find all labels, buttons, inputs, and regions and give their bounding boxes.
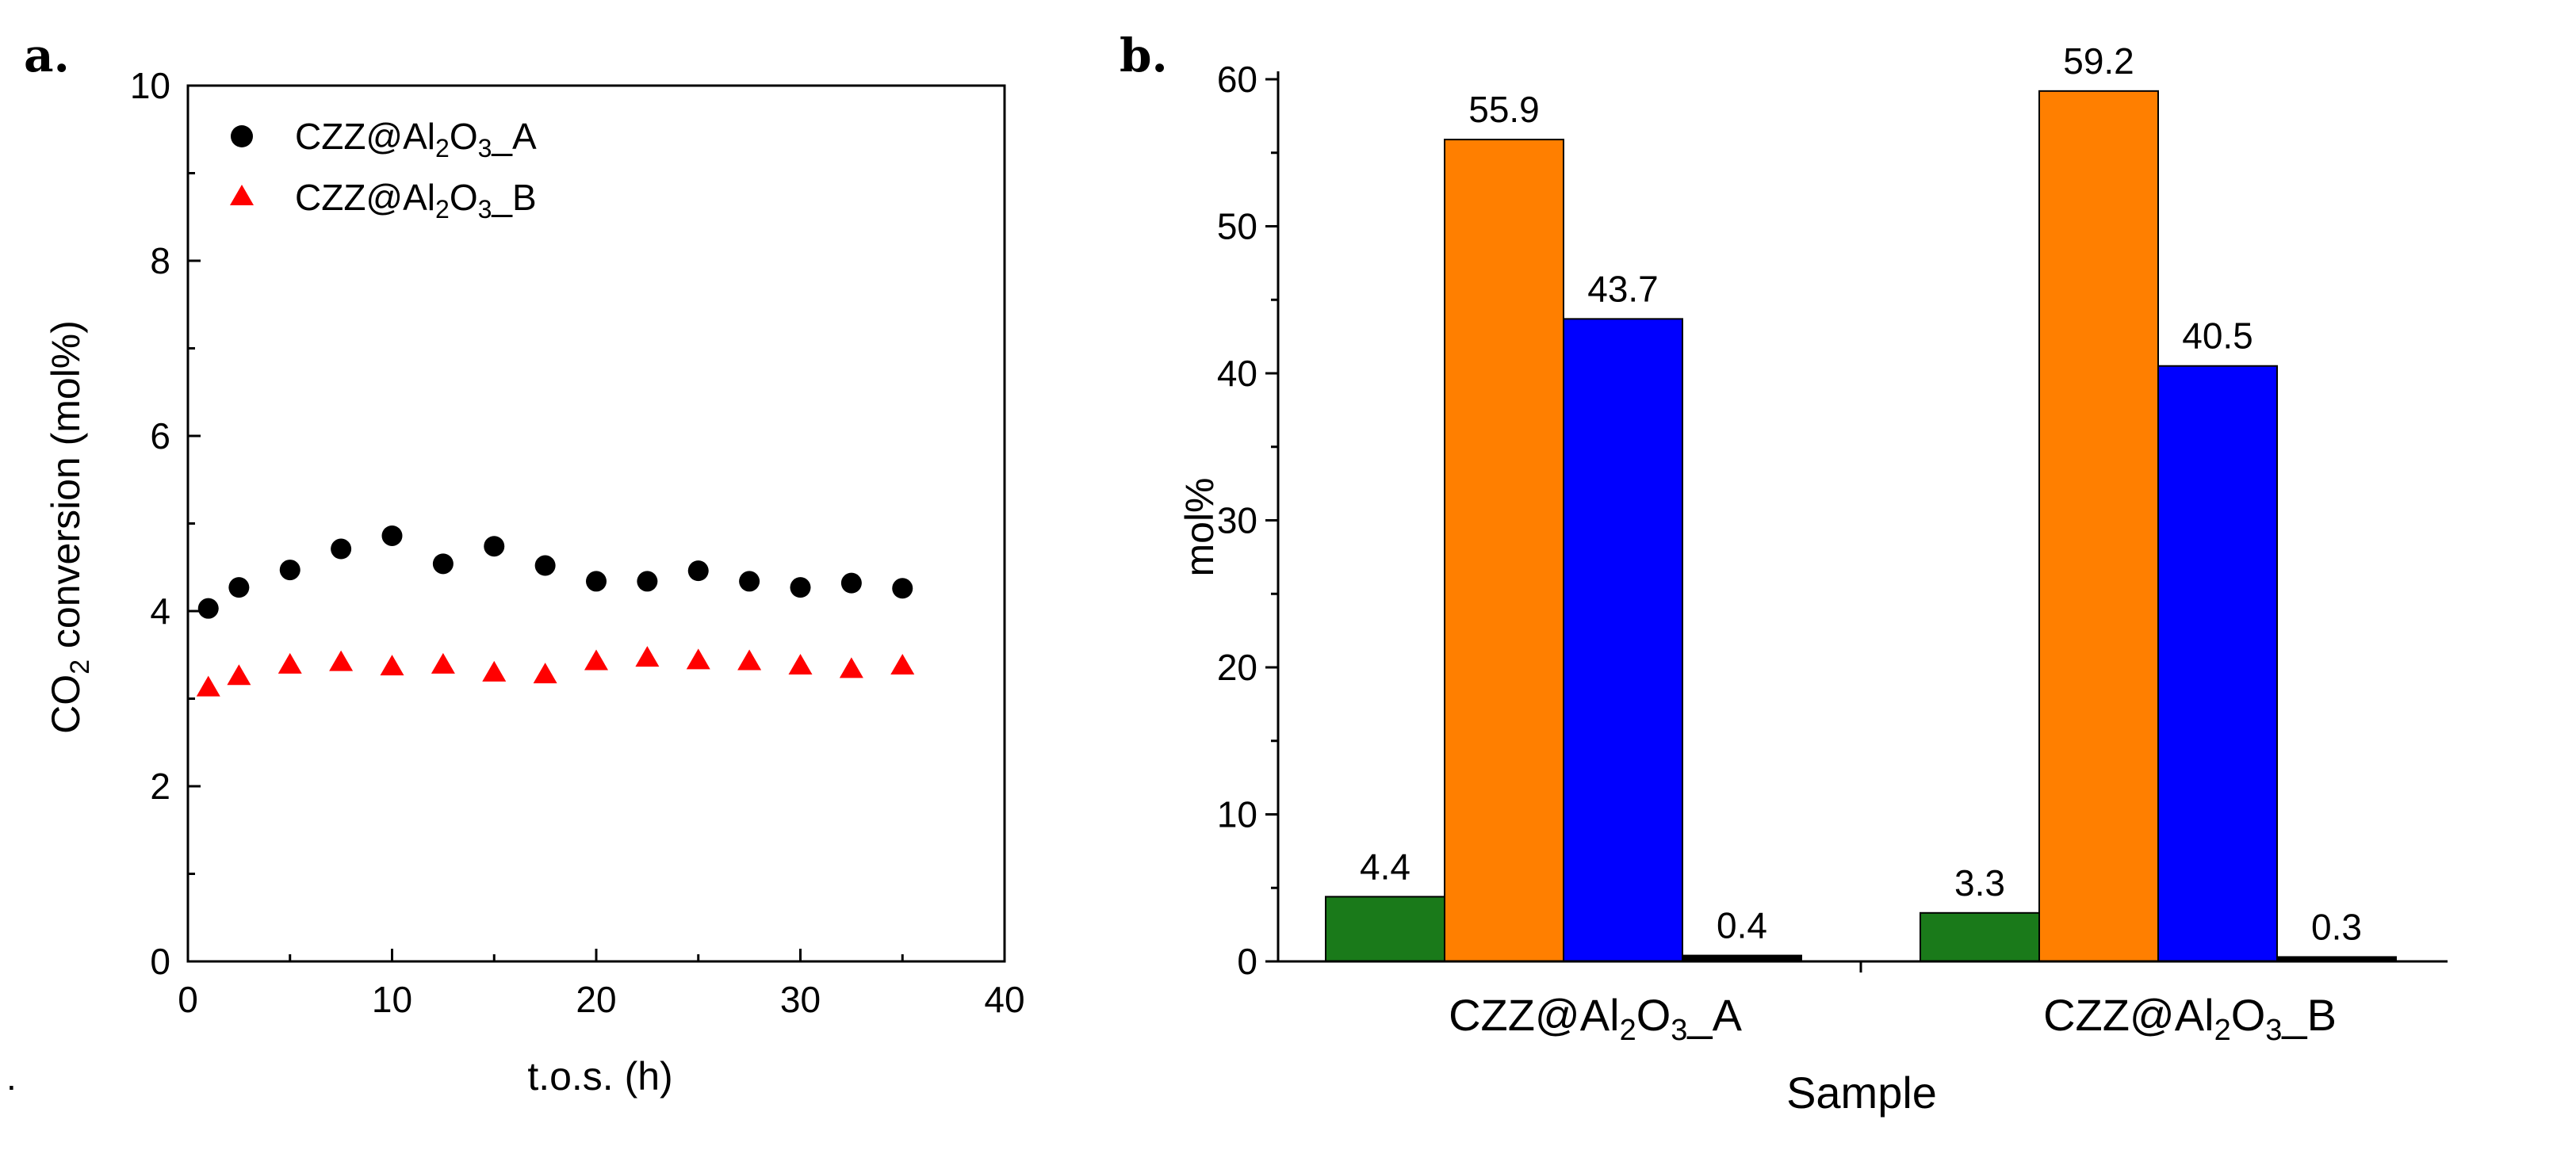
x-tick-label: 0 [178, 979, 198, 1020]
panel-a-points [196, 525, 915, 697]
panel-a-legend: CZZ@Al2O3_A CZZ@Al2O3_B [230, 116, 537, 224]
panel-b-ticks: 0 10 20 30 40 50 60 [1217, 59, 1278, 982]
data-point-triangle [788, 654, 813, 675]
bar-value-label: 3.3 [1954, 862, 2005, 904]
y-tick-label: 30 [1217, 500, 1257, 541]
data-point-triangle [635, 646, 660, 667]
bar [1444, 139, 1564, 962]
panel-b-axes [1277, 71, 2448, 972]
bar-value-label: 59.2 [2063, 40, 2134, 82]
panel-b-bars: 4.4 55.9 43.7 0.4 3.3 59.2 40.5 0.3 [1325, 40, 2397, 963]
bar-value-label: 0.3 [2311, 906, 2362, 947]
bar-value-label: 0.4 [1717, 905, 1767, 946]
data-point-circle [279, 560, 300, 581]
panel-b-category-label-a: CZZ@Al2O3_A [1449, 990, 1742, 1047]
x-tick-label: 10 [372, 979, 412, 1020]
y-tick-label: 0 [1237, 941, 1257, 982]
data-point-triangle [533, 663, 557, 684]
data-point-circle [534, 555, 556, 576]
data-point-circle [840, 572, 862, 594]
legend-label-a: CZZ@Al2O3_A [295, 116, 537, 162]
x-tick-label: 20 [576, 979, 616, 1020]
data-point-triangle [482, 660, 507, 682]
data-point-circle [586, 571, 607, 592]
x-tick-label: 40 [984, 979, 1024, 1020]
data-point-circle [892, 578, 913, 599]
legend-marker-b [230, 185, 254, 205]
corner-dot: . [6, 1057, 17, 1098]
y-tick-label: 40 [1217, 353, 1257, 394]
data-point-triangle [686, 648, 710, 670]
y-tick-label: 10 [130, 65, 170, 106]
data-point-triangle [380, 655, 404, 676]
bar [1563, 318, 1683, 962]
x-tick-label: 30 [780, 979, 821, 1020]
bar [2157, 365, 2278, 963]
data-point-circle [739, 571, 760, 592]
panel-b-letter: b. [1120, 29, 1168, 82]
y-tick-label: 50 [1217, 206, 1257, 247]
legend-marker-a [231, 125, 253, 147]
data-point-circle [197, 598, 219, 619]
data-point-circle [790, 577, 811, 598]
y-tick-label: 6 [150, 415, 170, 457]
y-tick-label: 60 [1217, 59, 1257, 100]
bar-value-label: 55.9 [1468, 89, 1540, 130]
panel-a-scatter-chart: 0 10 20 30 40 0 2 4 6 8 10 t.o.s. (h) CO2 conversi… [44, 65, 1025, 1099]
data-point-circle [228, 577, 250, 598]
data-point-triangle [227, 664, 251, 686]
data-point-triangle [890, 654, 915, 675]
panel-a-letter: a. [24, 29, 70, 82]
bar [1325, 896, 1445, 963]
panel-b-y-axis-label: mol% [1177, 477, 1222, 576]
y-tick-label: 8 [150, 240, 170, 281]
y-tick-label: 20 [1217, 647, 1257, 688]
data-point-circle [331, 538, 352, 560]
panel-a-x-axis-label: t.o.s. (h) [527, 1054, 672, 1099]
panel-b-bar-chart: 4.4 55.9 43.7 0.4 3.3 59.2 40.5 0.3 0 10 20 30 40 50… [1177, 40, 2448, 1118]
data-point-triangle [737, 649, 762, 671]
y-tick-label: 4 [150, 590, 170, 632]
data-point-circle [432, 553, 454, 575]
bar-value-label: 40.5 [2182, 315, 2253, 357]
panel-b-category-label-b: CZZ@Al2O3_B [2043, 990, 2337, 1047]
bar [2038, 90, 2159, 963]
data-point-triangle [329, 650, 354, 671]
data-point-circle [637, 571, 658, 592]
data-point-triangle [584, 649, 608, 671]
y-tick-label: 0 [150, 941, 170, 982]
legend-label-b: CZZ@Al2O3_B [295, 177, 537, 224]
data-point-triangle [196, 675, 220, 697]
panel-b-x-axis-label: Sample [1786, 1068, 1937, 1118]
data-point-triangle [839, 657, 863, 678]
data-point-triangle [278, 652, 302, 674]
y-tick-label: 2 [150, 766, 170, 807]
y-tick-label: 10 [1217, 794, 1257, 835]
data-point-circle [687, 560, 709, 582]
bar-value-label: 43.7 [1587, 268, 1659, 309]
bar [1920, 911, 2040, 963]
bar-value-label: 4.4 [1360, 846, 1410, 887]
data-point-circle [484, 536, 505, 557]
data-point-triangle [431, 652, 455, 674]
data-point-circle [381, 525, 403, 546]
panel-a-ticks: 0 10 20 30 40 0 2 4 6 8 10 [130, 65, 1025, 1020]
panel-a-y-axis-label: CO2 conversion (mol%) [44, 320, 95, 734]
